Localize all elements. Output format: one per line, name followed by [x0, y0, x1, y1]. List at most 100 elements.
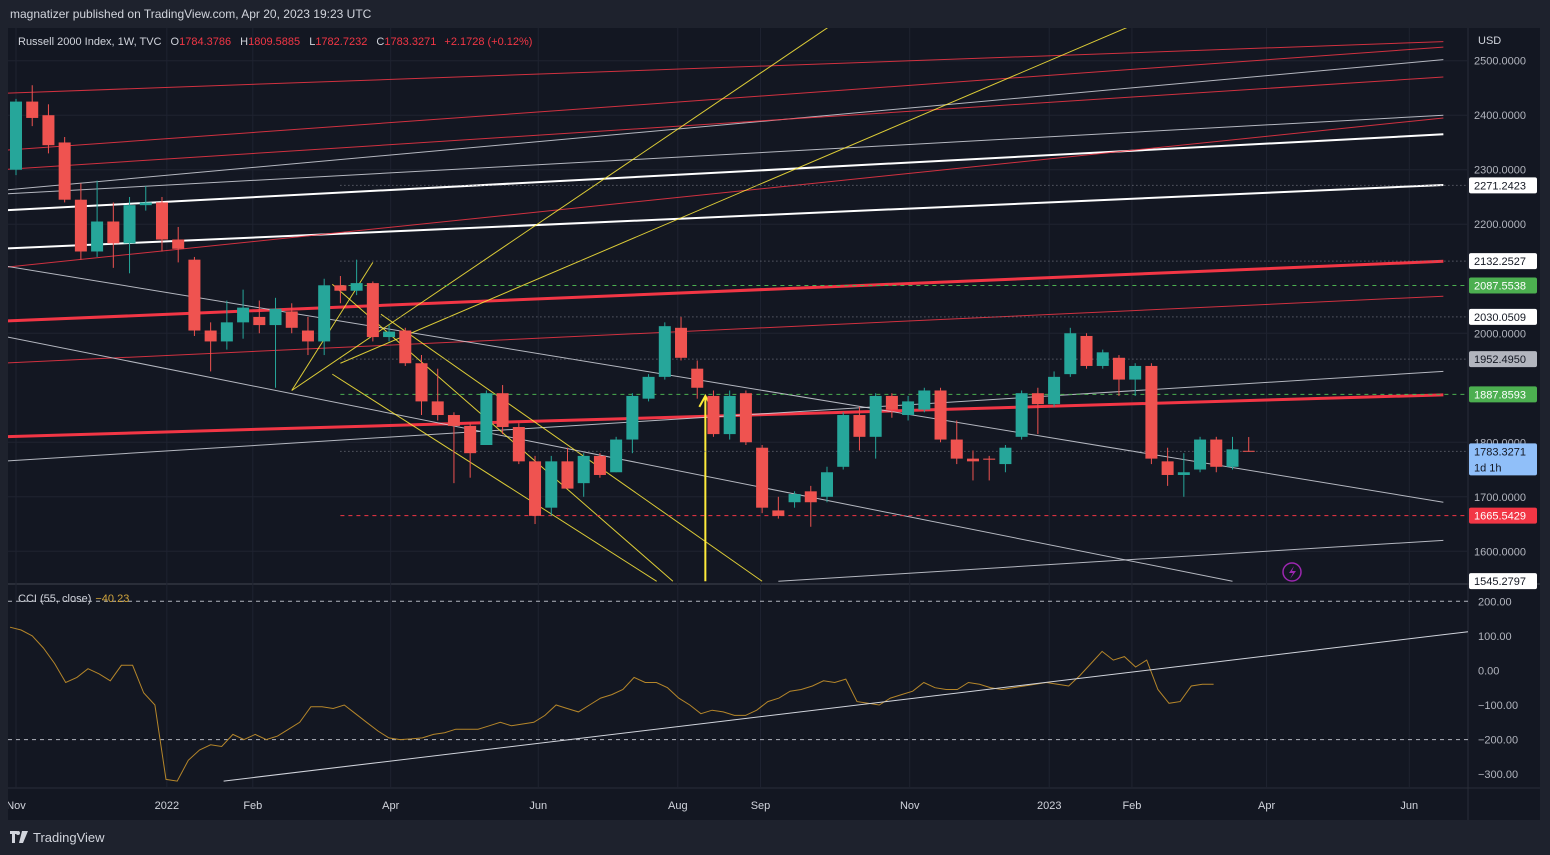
price-axis-label-bg	[1469, 386, 1537, 403]
candle-body	[723, 395, 736, 435]
candle-body	[966, 458, 979, 462]
candle-body	[950, 439, 963, 459]
trend-line	[8, 59, 1444, 191]
cci-tick-label: 100.00	[1478, 631, 1512, 643]
price-axis-label: 2030.0509	[1474, 312, 1526, 324]
price-tick-label: 2400.0000	[1474, 110, 1526, 122]
trend-line	[8, 117, 1444, 268]
candle-body	[188, 259, 201, 331]
candle-body	[496, 393, 509, 428]
cci-value: −40.23	[95, 593, 130, 605]
brand-label: TradingView	[33, 830, 105, 845]
trend-line	[291, 28, 829, 391]
candle-body	[431, 401, 444, 416]
cci-trend-line	[223, 631, 1469, 782]
candle-body	[480, 393, 493, 445]
x-tick-label: Nov	[900, 800, 920, 812]
candle-body	[464, 425, 477, 454]
trend-line	[778, 539, 1444, 582]
candle-body	[853, 415, 866, 437]
chart-canvas[interactable]: Nov 2022 Feb Apr Jun Aug Sep Nov 2023 Feb Apr Jun 25…	[8, 28, 1540, 820]
candle-body	[42, 115, 55, 146]
price-axis-label: 1887.8593	[1474, 389, 1526, 401]
candle-body	[1145, 365, 1158, 459]
trend-line	[8, 41, 1444, 94]
close-value: 1783.3271	[384, 36, 437, 48]
tradingview-logo-icon	[10, 831, 28, 843]
candle-body	[545, 461, 558, 508]
candle-body	[107, 221, 120, 244]
cci-tick-label: −200.00	[1478, 735, 1518, 747]
cci-tick-label: 0.00	[1478, 665, 1499, 677]
tradingview-brand[interactable]: TradingView	[10, 830, 105, 845]
chart-area[interactable]: Nov 2022 Feb Apr Jun Aug Sep Nov 2023 Feb Apr Jun 25…	[8, 28, 1540, 820]
candle-body	[837, 415, 850, 467]
candle-body	[350, 283, 363, 291]
change-value: +2.1728 (+0.12%)	[444, 36, 533, 48]
candle-body	[512, 427, 525, 462]
x-tick-label: Nov	[8, 800, 26, 812]
low-value: 1782.7232	[315, 36, 368, 48]
trend-line	[8, 76, 1444, 170]
x-tick-label: Apr	[1258, 800, 1275, 812]
candle-body	[1242, 450, 1255, 452]
candle-body	[658, 326, 671, 377]
price-axis-label: 1545.2797	[1474, 576, 1526, 588]
candle-body	[983, 458, 996, 460]
trend-line	[340, 28, 1128, 364]
cci-label: CCI (55, close)	[18, 593, 92, 605]
price-axis-label: 2271.2423	[1474, 180, 1526, 192]
price-axis-label-bg	[1469, 253, 1537, 270]
candle-body	[399, 330, 412, 364]
candle-body	[366, 283, 379, 338]
footer-bar: TradingView	[0, 820, 1550, 855]
x-tick-label: Jun	[1400, 800, 1418, 812]
price-axis-label: 2132.2527	[1474, 256, 1526, 268]
candle-body	[1177, 472, 1190, 475]
cci-series-line	[9, 626, 1214, 782]
x-tick-label: 2023	[1037, 800, 1061, 812]
candle-body	[1015, 393, 1028, 437]
price-axis-label-bg	[1469, 443, 1537, 476]
candle-body	[10, 101, 22, 170]
candle-body	[123, 205, 136, 244]
candle-body	[772, 510, 785, 516]
candle-body	[1112, 357, 1125, 380]
price-tick-label: 2000.0000	[1474, 328, 1526, 340]
low-label: L	[309, 36, 316, 48]
candle-body	[447, 415, 460, 426]
candle-body	[918, 390, 931, 410]
cci-legend: CCI (55, close) −40.23	[18, 593, 129, 605]
price-tick-label: 2200.0000	[1474, 219, 1526, 231]
publisher-line: magnatizer published on TradingView.com,…	[10, 7, 372, 21]
candle-body	[220, 322, 233, 342]
open-label: O	[170, 36, 180, 48]
candle-body	[1064, 333, 1077, 375]
candle-body	[91, 221, 104, 252]
candle-body	[1048, 376, 1061, 405]
candle-body	[902, 401, 915, 416]
symbol-legend: Russell 2000 Index, 1W, TVC O1784.3786 H…	[18, 36, 532, 48]
trend-line	[8, 393, 1444, 439]
candle-body	[1129, 365, 1142, 380]
trend-line	[332, 373, 657, 582]
candle-body	[999, 447, 1012, 465]
candle-body	[593, 455, 606, 475]
candle-body	[739, 393, 752, 443]
trend-line	[8, 133, 1444, 212]
candle-body	[675, 327, 688, 358]
price-axis-label-bg	[1469, 177, 1537, 194]
candle-body	[561, 461, 574, 489]
candle-body	[237, 307, 250, 323]
candle-body	[415, 363, 428, 402]
price-axis-label: 1952.4950	[1474, 354, 1526, 366]
lightning-bolt	[1289, 566, 1296, 579]
high-value: 1809.5885	[248, 36, 301, 48]
candle-body	[869, 395, 882, 437]
candle-body	[74, 199, 87, 252]
cci-tick-label: −300.00	[1478, 769, 1518, 781]
currency-label: USD	[1478, 35, 1501, 47]
candle-body	[139, 202, 152, 206]
close-label: C	[376, 36, 385, 48]
x-tick-label: Feb	[1122, 800, 1141, 812]
